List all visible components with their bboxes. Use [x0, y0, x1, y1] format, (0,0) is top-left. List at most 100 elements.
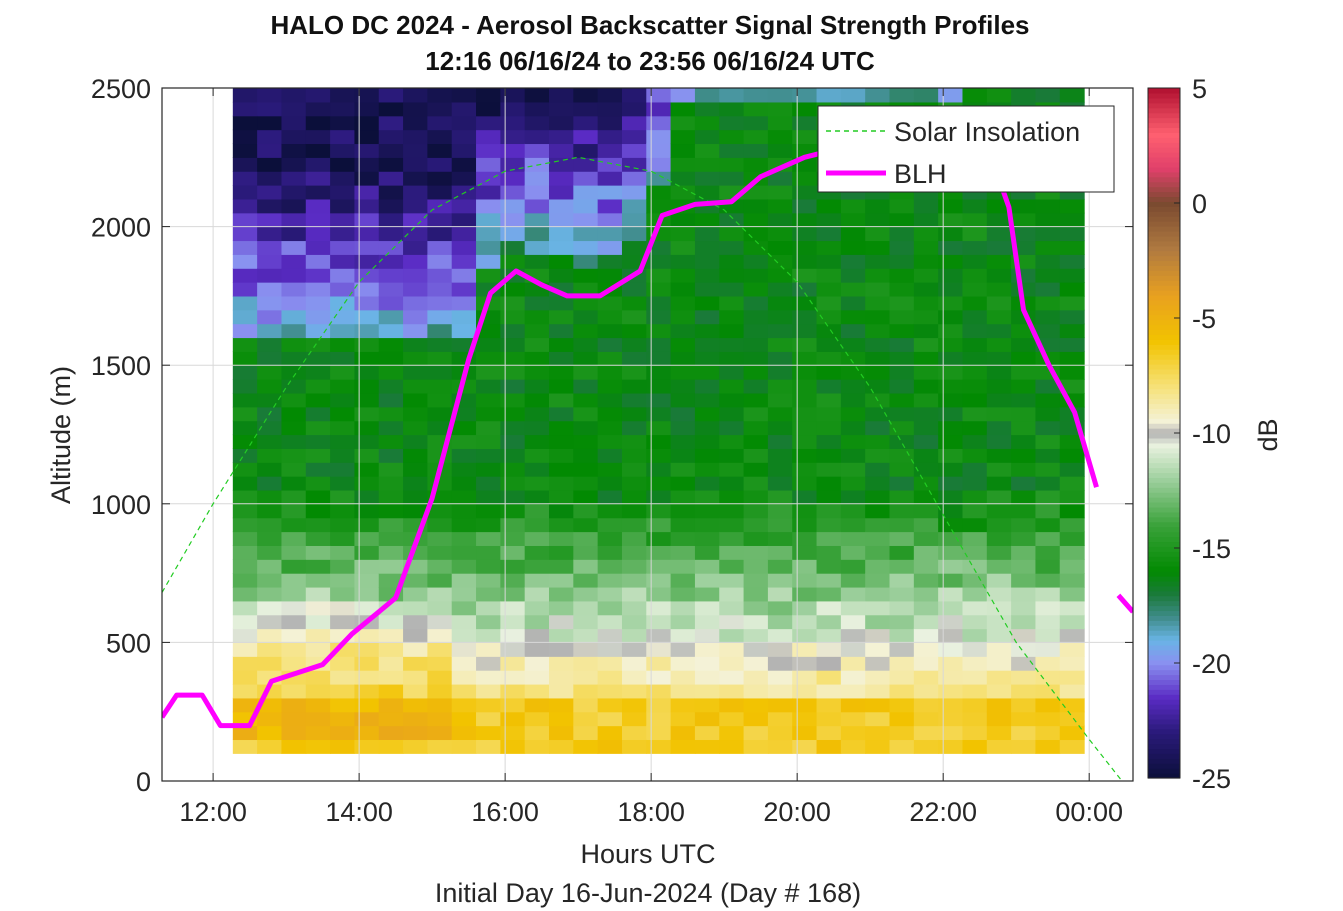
heatmap-cell	[694, 240, 720, 255]
heatmap-cell	[524, 420, 550, 436]
heatmap-cell	[889, 434, 915, 449]
heatmap-cell	[573, 240, 599, 255]
heatmap-cell	[719, 295, 745, 311]
heatmap-cell	[451, 656, 477, 671]
heatmap-cell	[232, 434, 258, 449]
heatmap-cell	[1011, 448, 1037, 463]
heatmap-cell	[743, 559, 769, 574]
heatmap-cell	[451, 282, 477, 297]
heatmap-cell	[621, 129, 647, 145]
heatmap-cell	[767, 171, 793, 186]
heatmap-cell	[1011, 420, 1037, 436]
heatmap-cell	[232, 143, 258, 158]
heatmap-cell	[305, 739, 331, 754]
heatmap-cell	[743, 295, 769, 311]
heatmap-cell	[257, 392, 283, 408]
heatmap-cell	[767, 434, 793, 449]
heatmap-cell	[889, 642, 915, 657]
heatmap-cell	[549, 129, 574, 145]
heatmap-cell	[427, 711, 453, 727]
heatmap-cell	[549, 254, 574, 269]
heatmap-cell	[427, 614, 453, 630]
heatmap-cell	[257, 503, 283, 519]
heatmap-cell	[816, 656, 842, 671]
heatmap-cell	[743, 489, 769, 505]
heatmap-cell	[938, 573, 964, 588]
heatmap-cell	[743, 739, 769, 754]
heatmap-cell	[500, 628, 526, 643]
heatmap-cell	[767, 337, 793, 352]
heatmap-cell	[281, 586, 307, 602]
heatmap-cell	[232, 379, 258, 394]
heatmap-cell	[816, 462, 842, 477]
heatmap-cell	[330, 157, 356, 172]
heatmap-cell	[865, 379, 891, 394]
heatmap-cell	[354, 143, 380, 158]
colorbar-segment	[1148, 107, 1180, 114]
heatmap-cell	[232, 586, 258, 602]
heatmap-cell	[1011, 642, 1037, 657]
heatmap-cell	[257, 226, 283, 242]
y-tick-label: 1500	[91, 351, 151, 381]
heatmap-cell	[524, 185, 550, 200]
heatmap-cell	[913, 683, 939, 699]
heatmap-cell	[646, 420, 672, 436]
heatmap-cell	[330, 656, 356, 671]
heatmap-cell	[865, 573, 891, 588]
heatmap-cell	[670, 240, 696, 255]
colorbar-segment	[1148, 201, 1180, 207]
heatmap-cell	[986, 656, 1012, 671]
colorbar-segment	[1148, 556, 1180, 562]
heatmap-cell	[427, 642, 453, 657]
heatmap-cell	[743, 268, 769, 283]
colorbar-segment	[1148, 383, 1180, 390]
heatmap-cell	[597, 420, 623, 436]
colorbar-segment	[1148, 127, 1180, 133]
heatmap-cell	[840, 351, 866, 366]
heatmap-cell	[257, 545, 283, 560]
colorbar-segment	[1148, 161, 1180, 168]
heatmap-cell	[354, 517, 380, 533]
heatmap-cell	[913, 406, 939, 422]
heatmap-cell	[646, 143, 672, 158]
heatmap-cell	[573, 420, 599, 436]
heatmap-cell	[743, 462, 769, 477]
heatmap-cell	[305, 614, 331, 630]
heatmap-cell	[1035, 614, 1061, 630]
heatmap-cell	[330, 683, 356, 699]
colorbar-segment	[1148, 684, 1180, 690]
heatmap-cell	[938, 586, 964, 602]
heatmap-cell	[1059, 254, 1085, 269]
heatmap-cell	[354, 462, 380, 477]
legend: Solar Insolation BLH	[817, 105, 1115, 193]
heatmap-cell	[889, 656, 915, 671]
heatmap-cell	[840, 683, 866, 699]
heatmap-cell	[257, 656, 283, 671]
heatmap-cell	[646, 282, 672, 297]
colorbar-segment	[1148, 408, 1180, 414]
heatmap-cell	[451, 434, 477, 449]
heatmap-cell	[694, 185, 720, 200]
heatmap-cell	[403, 157, 428, 172]
heatmap-cell	[1035, 462, 1061, 477]
heatmap-cell	[305, 448, 331, 463]
heatmap-cell	[427, 559, 453, 574]
heatmap-cell	[1011, 489, 1037, 505]
heatmap-cell	[646, 365, 672, 380]
heatmap-cell	[1011, 586, 1037, 602]
heatmap-cell	[573, 212, 599, 228]
heatmap-cell	[524, 198, 550, 214]
heatmap-cell	[767, 143, 793, 158]
heatmap-cell	[743, 101, 769, 117]
heatmap-cell	[840, 476, 866, 491]
colorbar-segment	[1148, 437, 1180, 444]
heatmap-cell	[573, 129, 599, 145]
heatmap-cell	[524, 337, 550, 352]
heatmap-cell	[403, 198, 428, 214]
heatmap-cell	[1011, 476, 1037, 491]
heatmap-cell	[938, 600, 964, 616]
heatmap-cell	[549, 212, 574, 228]
heatmap-cell	[719, 559, 745, 574]
heatmap-cell	[913, 656, 939, 671]
heatmap-cell	[962, 198, 988, 214]
